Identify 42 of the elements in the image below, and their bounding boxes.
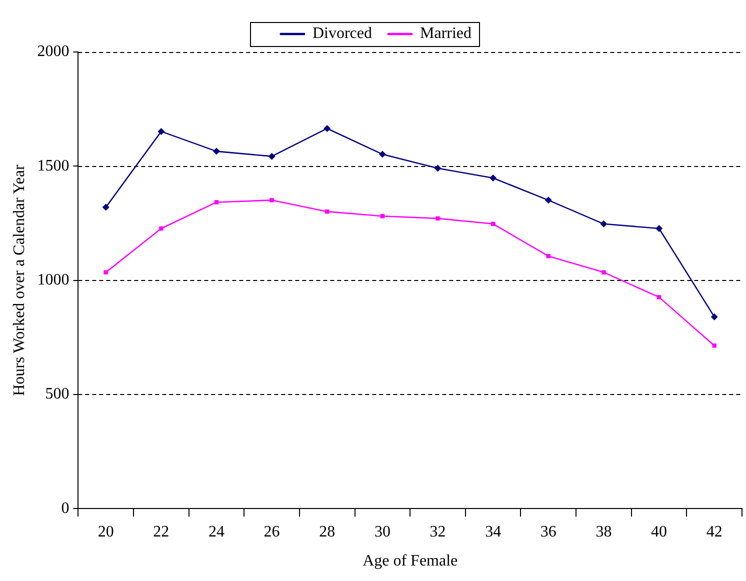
x-tick-label: 42 [706, 523, 722, 540]
point [544, 196, 552, 204]
legend-label: Divorced [312, 25, 372, 42]
x-tick-label: 22 [153, 523, 170, 540]
y-tick-label: 500 [45, 386, 70, 403]
x-tick-label: 34 [485, 523, 502, 540]
x-tick-label: 36 [540, 523, 556, 540]
y-tick-label: 1000 [37, 272, 70, 289]
y-tick-label: 0 [61, 500, 70, 517]
point [270, 198, 274, 202]
point [378, 150, 386, 158]
point [214, 200, 219, 204]
point [600, 220, 608, 228]
x-tick-label: 38 [596, 523, 612, 540]
x-tick-label: 26 [264, 523, 280, 540]
point [436, 216, 440, 221]
point [102, 204, 110, 211]
point [158, 128, 165, 135]
y-axis-title: Hours Worked over a Calendar Year [10, 164, 28, 396]
x-axis-title: Age of Female [362, 552, 458, 570]
x-tick-label: 32 [430, 523, 446, 540]
point [212, 148, 220, 155]
point [324, 124, 331, 132]
x-tick-label: 40 [651, 523, 668, 540]
x-tick-label: 30 [374, 523, 390, 540]
x-tick-label: 20 [98, 523, 114, 540]
legend-label: Married [420, 25, 472, 42]
y-tick-label: 2000 [37, 43, 70, 60]
point [712, 343, 716, 348]
point [602, 270, 606, 274]
point [104, 270, 108, 274]
point [710, 313, 718, 320]
y-tick-label: 1500 [37, 157, 70, 174]
point [656, 224, 663, 232]
point [656, 295, 662, 300]
point [159, 226, 164, 231]
point [380, 214, 385, 218]
point [490, 174, 497, 182]
x-tick-label: 24 [208, 523, 224, 540]
x-tick-label: 28 [319, 523, 336, 540]
point [434, 164, 442, 172]
point [268, 152, 276, 160]
